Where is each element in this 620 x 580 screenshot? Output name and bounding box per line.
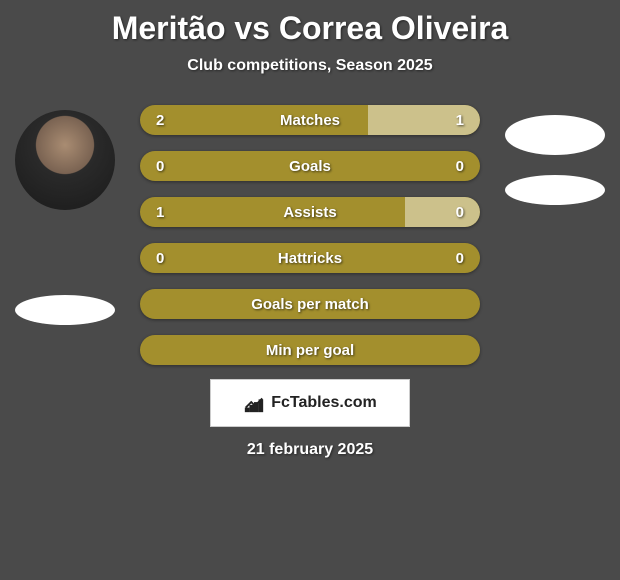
- stat-row: Goals per match: [140, 289, 480, 319]
- stat-right-value: 0: [456, 250, 464, 267]
- stat-label: Hattricks: [140, 250, 480, 267]
- stat-row: Min per goal: [140, 335, 480, 365]
- stat-label: Min per goal: [140, 342, 480, 359]
- player-right-name-pill: [505, 175, 605, 205]
- player-left-name-pill: [15, 295, 115, 325]
- stat-left-value: 0: [156, 250, 164, 267]
- stats-column: 2Matches10Goals01Assists00Hattricks0Goal…: [140, 105, 480, 365]
- player-left-col: [10, 105, 120, 325]
- stat-row: 0Hattricks0: [140, 243, 480, 273]
- stat-left-value: 2: [156, 112, 164, 129]
- stat-label: Goals per match: [140, 296, 480, 313]
- brand-box[interactable]: FcTables.com: [210, 379, 410, 427]
- brand-text: FcTables.com: [271, 394, 377, 412]
- stat-fill-right: [405, 197, 480, 227]
- subtitle: Club competitions, Season 2025: [187, 57, 432, 75]
- stat-left-value: 1: [156, 204, 164, 221]
- stat-label: Goals: [140, 158, 480, 175]
- player-right-col: [500, 105, 610, 205]
- date-label: 21 february 2025: [247, 441, 373, 459]
- page-title: Meritão vs Correa Oliveira: [112, 10, 509, 47]
- main-row: 2Matches10Goals01Assists00Hattricks0Goal…: [0, 105, 620, 365]
- stat-right-value: 0: [456, 204, 464, 221]
- stat-row: 2Matches1: [140, 105, 480, 135]
- stat-row: 1Assists0: [140, 197, 480, 227]
- stat-right-value: 0: [456, 158, 464, 175]
- comparison-card: Meritão vs Correa Oliveira Club competit…: [0, 0, 620, 459]
- player-right-avatar-placeholder: [505, 115, 605, 155]
- chart-icon: [243, 392, 265, 414]
- player-left-avatar: [15, 110, 115, 210]
- stat-left-value: 0: [156, 158, 164, 175]
- stat-row: 0Goals0: [140, 151, 480, 181]
- stat-right-value: 1: [456, 112, 464, 129]
